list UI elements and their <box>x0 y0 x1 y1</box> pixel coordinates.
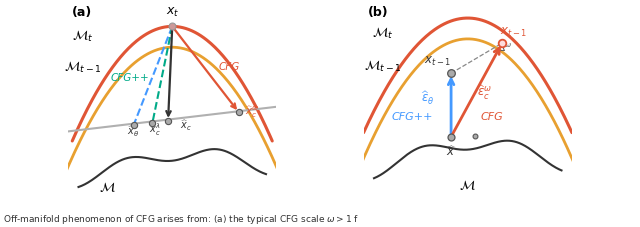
Text: $\widehat{x}_\theta$: $\widehat{x}_\theta$ <box>127 125 139 139</box>
Text: (b): (b) <box>368 5 388 19</box>
Text: CFG: CFG <box>481 112 503 122</box>
Text: $\widehat{\epsilon}_c^\omega$: $\widehat{\epsilon}_c^\omega$ <box>477 83 492 102</box>
Text: $\widehat{x}_c^\lambda$: $\widehat{x}_c^\lambda$ <box>148 121 161 138</box>
Text: $\widehat{x}$: $\widehat{x}$ <box>446 145 456 158</box>
Text: $\widehat{\epsilon}_\theta$: $\widehat{\epsilon}_\theta$ <box>422 89 435 106</box>
Text: CFG++: CFG++ <box>392 112 433 122</box>
Text: $\widehat{x}_c^\omega$: $\widehat{x}_c^\omega$ <box>245 104 259 120</box>
Text: $\mathcal{M}_{t-1}$: $\mathcal{M}_{t-1}$ <box>64 60 102 75</box>
Text: CFG++: CFG++ <box>110 73 149 83</box>
Text: $\mathcal{M}_t$: $\mathcal{M}_t$ <box>72 29 93 44</box>
Text: $x_t$: $x_t$ <box>166 6 179 19</box>
Text: $x_{t-1}$: $x_{t-1}$ <box>500 26 527 39</box>
Text: $\Delta^\omega$: $\Delta^\omega$ <box>497 42 512 54</box>
Text: $\mathcal{M}_t$: $\mathcal{M}_t$ <box>372 26 393 41</box>
Text: $x_{t-1}$: $x_{t-1}$ <box>424 55 451 68</box>
Text: CFG: CFG <box>219 62 240 72</box>
Text: $\mathcal{M}$: $\mathcal{M}$ <box>460 178 476 192</box>
Text: $\mathcal{M}$: $\mathcal{M}$ <box>99 180 116 194</box>
Text: Off-manifold phenomenon of CFG arises from: (a) the typical CFG scale $\omega > : Off-manifold phenomenon of CFG arises fr… <box>3 213 359 226</box>
Text: $\mathcal{M}_{t-1}$: $\mathcal{M}_{t-1}$ <box>364 59 401 74</box>
Text: $\widehat{x}_c$: $\widehat{x}_c$ <box>180 118 191 133</box>
Text: (a): (a) <box>72 5 93 19</box>
